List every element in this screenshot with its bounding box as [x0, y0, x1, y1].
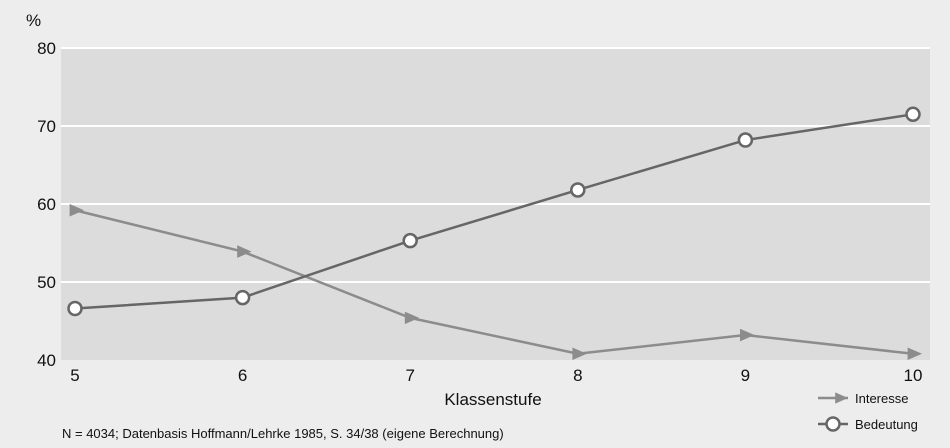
data-point [67, 300, 83, 317]
legend-marker-circle [825, 416, 841, 432]
data-point [572, 347, 587, 361]
data-point [69, 203, 84, 217]
data-point [740, 328, 755, 342]
data-point [237, 245, 252, 258]
data-point [402, 232, 418, 249]
gridlines [61, 47, 930, 283]
y-tick-label: 80 [37, 39, 56, 58]
y-tick-label: 70 [37, 117, 56, 136]
y-axis-ticks: 40 50 60 70 80 [37, 39, 56, 370]
y-tick-label: 40 [37, 351, 56, 370]
y-tick-label: 60 [37, 195, 56, 214]
x-tick-label: 9 [741, 366, 750, 385]
series-bedeutung [67, 106, 921, 317]
legend: Interesse Bedeutung [818, 391, 918, 432]
data-point [570, 182, 586, 198]
data-point [905, 106, 921, 123]
series-line [74, 113, 914, 310]
series-layer [67, 106, 922, 361]
data-point [234, 289, 251, 306]
x-tick-label: 7 [405, 366, 414, 385]
data-point [737, 132, 754, 148]
series-line [74, 209, 914, 356]
x-axis-title: Klassenstufe [444, 390, 541, 409]
y-tick-label: 50 [37, 273, 56, 292]
x-axis-ticks: 5 6 7 8 9 10 [70, 366, 922, 385]
x-tick-label: 8 [573, 366, 582, 385]
footnote: N = 4034; Datenbasis Hoffmann/Lehrke 198… [62, 426, 504, 441]
x-tick-label: 10 [904, 366, 923, 385]
legend-marker-triangle [835, 392, 848, 404]
x-tick-label: 6 [238, 366, 247, 385]
legend-label: Interesse [855, 391, 908, 406]
data-point [404, 311, 420, 325]
legend-label: Bedeutung [855, 417, 918, 432]
series-interesse [69, 203, 922, 361]
data-point [907, 347, 922, 361]
y-axis-unit: % [26, 11, 41, 30]
x-tick-label: 5 [70, 366, 79, 385]
